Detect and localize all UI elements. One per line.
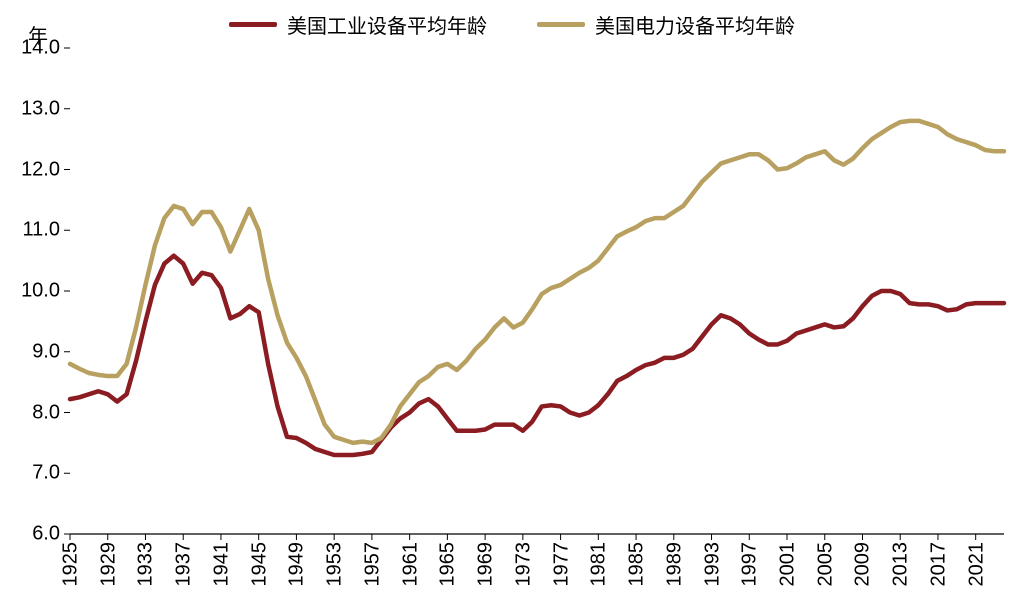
y-tick-label: 13.0: [21, 97, 70, 120]
x-tick-label: 2009: [850, 542, 875, 587]
y-tick-label: 14.0: [21, 37, 70, 60]
x-tick-label: 1981: [586, 542, 611, 587]
legend-item-power: 美国电力设备平均年龄: [537, 10, 795, 39]
y-tick-label: 9.0: [32, 340, 70, 363]
y-tick-label: 11.0: [23, 219, 70, 242]
x-tick-label: 2017: [925, 542, 950, 587]
x-tick-label: 1973: [510, 542, 535, 587]
x-tick-label: 1977: [548, 542, 573, 587]
x-tick-label: 1929: [95, 542, 120, 587]
x-tick-label: 1985: [624, 542, 649, 587]
x-tick-label: 1925: [58, 542, 83, 587]
x-tick-label: 1957: [359, 542, 384, 587]
legend-swatch: [537, 22, 585, 27]
x-tick-label: 1949: [284, 542, 309, 587]
x-tick-label: 1997: [737, 542, 762, 587]
x-tick-label: 1933: [133, 542, 158, 587]
x-tick-label: 2013: [888, 542, 913, 587]
x-tick-label: 1945: [246, 542, 271, 587]
x-tick-label: 1953: [322, 542, 347, 587]
legend-swatch: [229, 22, 277, 27]
x-tick-label: 2005: [812, 542, 837, 587]
legend-item-industrial: 美国工业设备平均年龄: [229, 10, 487, 39]
x-tick-label: 1989: [661, 542, 686, 587]
x-tick-label: 2021: [963, 542, 988, 587]
x-tick-label: 1965: [435, 542, 460, 587]
y-tick-label: 7.0: [32, 462, 70, 485]
y-tick-label: 12.0: [21, 158, 70, 181]
x-tick-label: 1937: [171, 542, 196, 587]
x-tick-label: 1993: [699, 542, 724, 587]
x-tick-label: 1941: [208, 542, 233, 587]
y-tick-label: 10.0: [21, 280, 70, 303]
legend-label: 美国电力设备平均年龄: [595, 10, 795, 39]
x-tick-label: 2001: [775, 542, 800, 587]
plot-svg: [70, 48, 1004, 546]
line-chart: 美国工业设备平均年龄 美国电力设备平均年龄 年 6.07.08.09.010.0…: [0, 0, 1024, 601]
x-tick-label: 1961: [397, 542, 422, 587]
y-tick-label: 8.0: [32, 401, 70, 424]
legend-label: 美国工业设备平均年龄: [287, 10, 487, 39]
legend: 美国工业设备平均年龄 美国电力设备平均年龄: [0, 10, 1024, 39]
x-tick-label: 1969: [473, 542, 498, 587]
plot-area: 6.07.08.09.010.011.012.013.014.019251929…: [70, 48, 1004, 534]
